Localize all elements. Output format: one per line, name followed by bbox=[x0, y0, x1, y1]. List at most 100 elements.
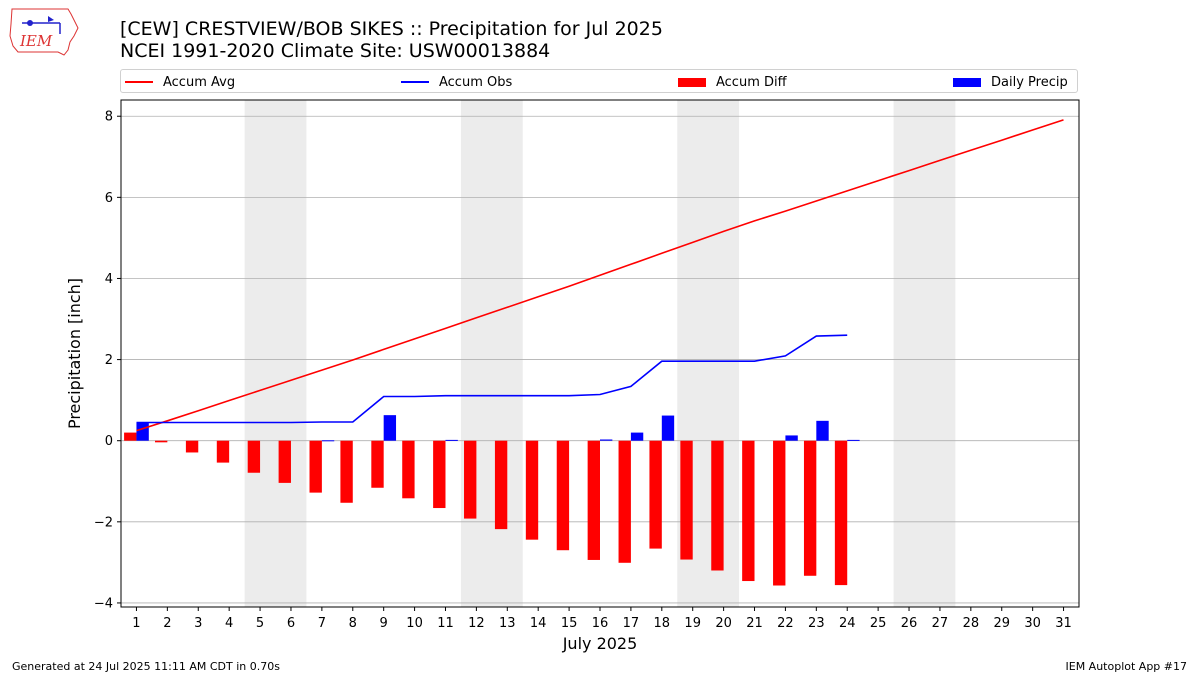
daily-precip-bar-1 bbox=[136, 422, 149, 441]
weekend-shading-1 bbox=[460, 100, 523, 607]
weekend-shading-3 bbox=[893, 100, 956, 607]
iem-logo[interactable]: IEM bbox=[8, 6, 80, 58]
daily-precip-bar-16 bbox=[600, 439, 613, 441]
accum-diff-bar-22 bbox=[773, 440, 786, 586]
x-tick-label-13: 13 bbox=[499, 616, 516, 631]
x-tick-label-28: 28 bbox=[963, 616, 980, 631]
accum-diff-bar-24 bbox=[834, 440, 848, 586]
legend-swatch-accum-obs bbox=[401, 81, 429, 83]
x-tick-label-29: 29 bbox=[993, 616, 1010, 631]
x-tick-label-16: 16 bbox=[592, 616, 609, 631]
legend-item-accum-obs: Accum Obs bbox=[401, 73, 512, 91]
accum-diff-bar-23 bbox=[803, 440, 817, 576]
accum-obs-line bbox=[136, 334, 848, 424]
y-tick-label-8: 8 bbox=[105, 110, 113, 125]
logo-text: IEM bbox=[19, 32, 53, 50]
x-tick-label-6: 6 bbox=[287, 616, 295, 631]
accum-diff-bar-8 bbox=[340, 440, 353, 503]
legend-item-accum-diff: Accum Diff bbox=[678, 73, 787, 91]
x-tick-label-27: 27 bbox=[932, 616, 949, 631]
legend-swatch-daily-precip bbox=[953, 77, 981, 87]
x-tick-label-24: 24 bbox=[839, 616, 856, 631]
accum-diff-bar-1 bbox=[124, 432, 137, 441]
generated-timestamp: Generated at 24 Jul 2025 11:11 AM CDT in… bbox=[12, 660, 280, 673]
x-tick-label-7: 7 bbox=[318, 616, 326, 631]
daily-precip-bar-24 bbox=[847, 439, 860, 441]
iem-iowa-logo-icon: IEM bbox=[9, 8, 79, 56]
x-tick-label-4: 4 bbox=[225, 616, 233, 631]
accum-diff-bar-14 bbox=[525, 440, 539, 540]
legend-swatch-accum-diff bbox=[678, 77, 706, 87]
y-tick-label-2: 2 bbox=[105, 353, 113, 368]
x-tick-label-31: 31 bbox=[1055, 616, 1072, 631]
accum-avg-line bbox=[136, 119, 1064, 432]
y-axis-label: Precipitation [inch] bbox=[65, 278, 84, 429]
accum-diff-bar-13 bbox=[494, 440, 508, 530]
accum-diff-bar-2 bbox=[154, 440, 168, 443]
chart-subtitle: NCEI 1991-2020 Climate Site: USW00013884 bbox=[120, 40, 551, 62]
accum-diff-bar-20 bbox=[711, 440, 724, 571]
x-tick-label-18: 18 bbox=[654, 616, 671, 631]
x-tick-label-15: 15 bbox=[561, 616, 578, 631]
x-tick-label-8: 8 bbox=[349, 616, 357, 631]
legend-swatch-accum-avg bbox=[125, 81, 153, 83]
daily-precip-bar-11 bbox=[445, 439, 458, 441]
autoplot-app-label: IEM Autoplot App #17 bbox=[1065, 660, 1188, 673]
accum-diff-bar-6 bbox=[278, 440, 291, 483]
x-tick-label-23: 23 bbox=[808, 616, 825, 631]
accum-diff-bar-18 bbox=[649, 440, 662, 549]
x-tick-label-11: 11 bbox=[437, 616, 454, 631]
x-tick-label-25: 25 bbox=[870, 616, 887, 631]
weekend-shading-0 bbox=[244, 100, 307, 607]
x-tick-label-3: 3 bbox=[194, 616, 202, 631]
x-tick-label-2: 2 bbox=[163, 616, 171, 631]
legend-item-daily-precip: Daily Precip bbox=[953, 73, 1068, 91]
accum-diff-bar-10 bbox=[402, 440, 415, 499]
accum-diff-bar-19 bbox=[680, 440, 693, 560]
y-tick-label--2: −2 bbox=[94, 515, 113, 530]
legend-item-accum-avg: Accum Avg bbox=[125, 73, 235, 91]
accum-diff-bar-9 bbox=[371, 440, 384, 488]
accum-diff-bar-12 bbox=[464, 440, 477, 519]
legend-label-accum-diff: Accum Diff bbox=[716, 74, 787, 90]
x-tick-label-12: 12 bbox=[468, 616, 485, 631]
y-tick-label-6: 6 bbox=[105, 191, 113, 206]
x-tick-label-19: 19 bbox=[684, 616, 701, 631]
chart-title: [CEW] CRESTVIEW/BOB SIKES :: Precipitati… bbox=[120, 18, 663, 40]
daily-precip-bar-23 bbox=[816, 420, 829, 441]
daily-precip-bar-22 bbox=[785, 435, 798, 441]
x-tick-label-30: 30 bbox=[1024, 616, 1041, 631]
accum-diff-bar-11 bbox=[433, 440, 446, 509]
accum-diff-bar-3 bbox=[185, 440, 199, 453]
y-tick-label-0: 0 bbox=[105, 434, 113, 449]
y-tick-label--4: −4 bbox=[94, 596, 113, 611]
x-tick-label-1: 1 bbox=[132, 616, 140, 631]
x-tick-label-20: 20 bbox=[715, 616, 732, 631]
x-tick-label-5: 5 bbox=[256, 616, 264, 631]
x-tick-label-21: 21 bbox=[746, 616, 763, 631]
x-tick-label-10: 10 bbox=[406, 616, 423, 631]
legend-label-accum-avg: Accum Avg bbox=[163, 74, 236, 90]
legend-label-daily-precip: Daily Precip bbox=[991, 74, 1068, 90]
accum-diff-bar-17 bbox=[618, 440, 631, 563]
daily-precip-bar-17 bbox=[630, 432, 644, 441]
accum-diff-bar-7 bbox=[309, 440, 322, 493]
y-tick-label-4: 4 bbox=[105, 272, 113, 287]
x-tick-label-14: 14 bbox=[530, 616, 547, 631]
daily-precip-bar-9 bbox=[383, 415, 397, 441]
x-tick-label-22: 22 bbox=[777, 616, 794, 631]
accum-diff-bar-5 bbox=[247, 440, 261, 473]
accum-diff-bar-15 bbox=[556, 440, 570, 551]
daily-precip-bar-7 bbox=[321, 440, 335, 442]
accum-diff-bar-16 bbox=[587, 440, 600, 560]
x-tick-label-17: 17 bbox=[623, 616, 640, 631]
accum-diff-bar-21 bbox=[742, 440, 755, 582]
x-axis-label: July 2025 bbox=[562, 634, 638, 653]
legend-label-accum-obs: Accum Obs bbox=[439, 74, 513, 90]
x-tick-label-26: 26 bbox=[901, 616, 918, 631]
x-tick-label-9: 9 bbox=[380, 616, 388, 631]
accum-diff-bar-4 bbox=[216, 440, 230, 463]
daily-precip-bar-18 bbox=[661, 415, 675, 441]
